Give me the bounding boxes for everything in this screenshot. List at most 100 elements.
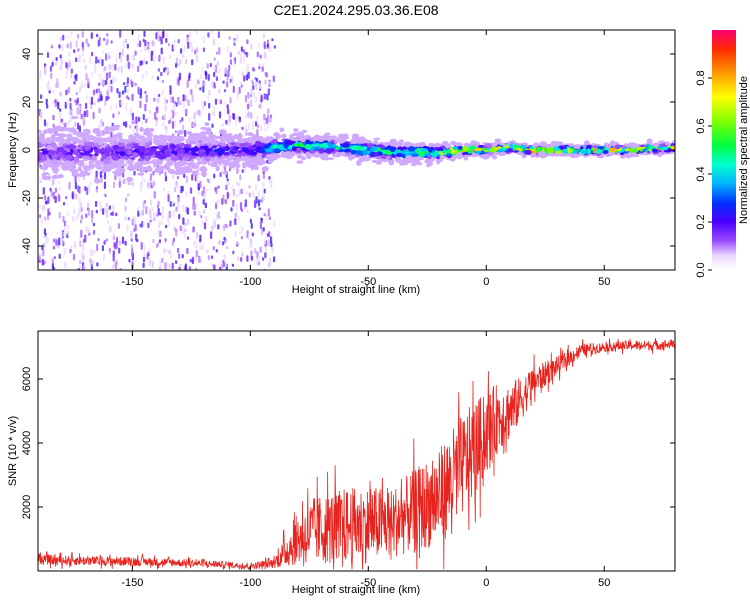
heatmap-cell — [96, 243, 99, 251]
heatmap-cell — [148, 151, 154, 156]
heatmap-cell — [75, 173, 83, 177]
heatmap-cell — [206, 250, 209, 254]
heatmap-cell — [525, 150, 532, 155]
heatmap-cell — [83, 177, 86, 181]
heatmap-cell — [99, 56, 102, 65]
heatmap-cell — [70, 74, 73, 79]
heatmap-cell — [58, 111, 61, 120]
heatmap-cell — [342, 136, 350, 140]
heatmap-cell — [60, 57, 63, 66]
heatmap-cell — [267, 208, 270, 217]
heatmap-cell — [51, 62, 54, 67]
heatmap-cell — [67, 86, 70, 94]
heatmap-cell — [94, 159, 99, 164]
heatmap-cell — [38, 129, 42, 134]
heatmap-cell — [75, 92, 78, 96]
heatmap-cell — [70, 30, 73, 36]
heatmap-cell — [110, 40, 113, 44]
heatmap-cell — [250, 93, 253, 98]
heatmap-cell — [206, 63, 209, 69]
heatmap-cell — [62, 128, 70, 132]
y-tick-label: -40 — [21, 238, 33, 254]
heatmap-cell — [264, 128, 267, 132]
heatmap-cell — [44, 216, 47, 221]
heatmap-cell — [145, 70, 148, 77]
heatmap-cell — [240, 251, 244, 255]
heatmap-cell — [104, 193, 107, 198]
heatmap-cell — [46, 104, 49, 109]
heatmap-cell — [144, 90, 147, 94]
heatmap-cell — [250, 88, 253, 94]
heatmap-cell — [183, 44, 186, 52]
heatmap-cell — [204, 122, 210, 127]
heatmap-cell — [234, 118, 237, 126]
heatmap-cell — [172, 237, 175, 242]
heatmap-cell — [191, 122, 197, 128]
heatmap-cell — [108, 55, 111, 60]
heatmap-cell — [394, 143, 400, 148]
heatmap-cell — [265, 72, 268, 78]
heatmap-cell — [193, 112, 196, 120]
y-tick-label: 20 — [21, 96, 33, 108]
heatmap-cell — [108, 51, 111, 56]
x-tick-label: -150 — [121, 577, 143, 589]
heatmap-cell — [214, 135, 221, 140]
heatmap-cell — [130, 166, 136, 171]
heatmap-cell — [144, 155, 151, 162]
heatmap-cell — [450, 140, 457, 145]
heatmap-cell — [61, 45, 64, 52]
heatmap-cell — [296, 160, 304, 164]
heatmap-cell — [79, 219, 83, 224]
heatmap-cell — [90, 155, 98, 161]
heatmap-cell — [248, 185, 251, 189]
heatmap-cell — [237, 134, 243, 139]
heatmap-cell — [59, 187, 62, 191]
heatmap-cell — [74, 121, 77, 127]
heatmap-cell — [417, 162, 423, 166]
heatmap-cell — [263, 213, 266, 217]
heatmap-cell — [111, 63, 114, 71]
heatmap-cell — [62, 215, 65, 223]
heatmap-cell — [124, 216, 127, 221]
heatmap-cell — [151, 207, 154, 212]
x-tick-label: 0 — [483, 276, 489, 288]
heatmap-cell — [93, 102, 96, 106]
heatmap-cell — [259, 102, 262, 110]
heatmap-cell — [85, 213, 88, 218]
heatmap-cell — [214, 187, 217, 192]
colorbar-ticks: 0.0 0.2 0.4 0.6 0.8 — [695, 70, 712, 278]
heatmap-cell — [223, 223, 226, 231]
heatmap-cell — [263, 144, 270, 149]
heatmap-cell — [153, 135, 159, 139]
heatmap-cell — [291, 146, 297, 152]
heatmap-cell — [115, 237, 119, 244]
heatmap-cell — [154, 151, 161, 157]
heatmap-cell — [263, 119, 266, 127]
heatmap-cell — [67, 35, 70, 39]
heatmap-cell — [200, 126, 208, 130]
heatmap-cell — [87, 77, 90, 85]
heatmap-cell — [270, 242, 273, 248]
heatmap-cell — [83, 150, 91, 155]
heatmap-cell — [228, 36, 231, 40]
heatmap-cell — [429, 143, 435, 148]
heatmap-cell — [225, 119, 228, 125]
heatmap-cell — [55, 57, 58, 61]
heatmap-cell — [110, 212, 113, 216]
heatmap-cell — [237, 256, 240, 262]
heatmap-cell — [568, 143, 574, 147]
heatmap-cell — [264, 93, 267, 100]
heatmap-cell — [252, 119, 255, 124]
heatmap-cell — [191, 170, 198, 176]
heatmap-cell — [87, 228, 90, 234]
heatmap-cell — [244, 124, 247, 133]
heatmap-cell — [593, 145, 599, 149]
heatmap-cell — [187, 41, 190, 49]
heatmap-cell — [172, 210, 175, 217]
heatmap-cell — [305, 151, 311, 157]
heatmap-cell — [110, 85, 113, 93]
heatmap-cell — [190, 89, 193, 95]
heatmap-cell — [185, 191, 188, 197]
heatmap-cell — [68, 108, 71, 115]
heatmap-cell — [42, 248, 45, 256]
